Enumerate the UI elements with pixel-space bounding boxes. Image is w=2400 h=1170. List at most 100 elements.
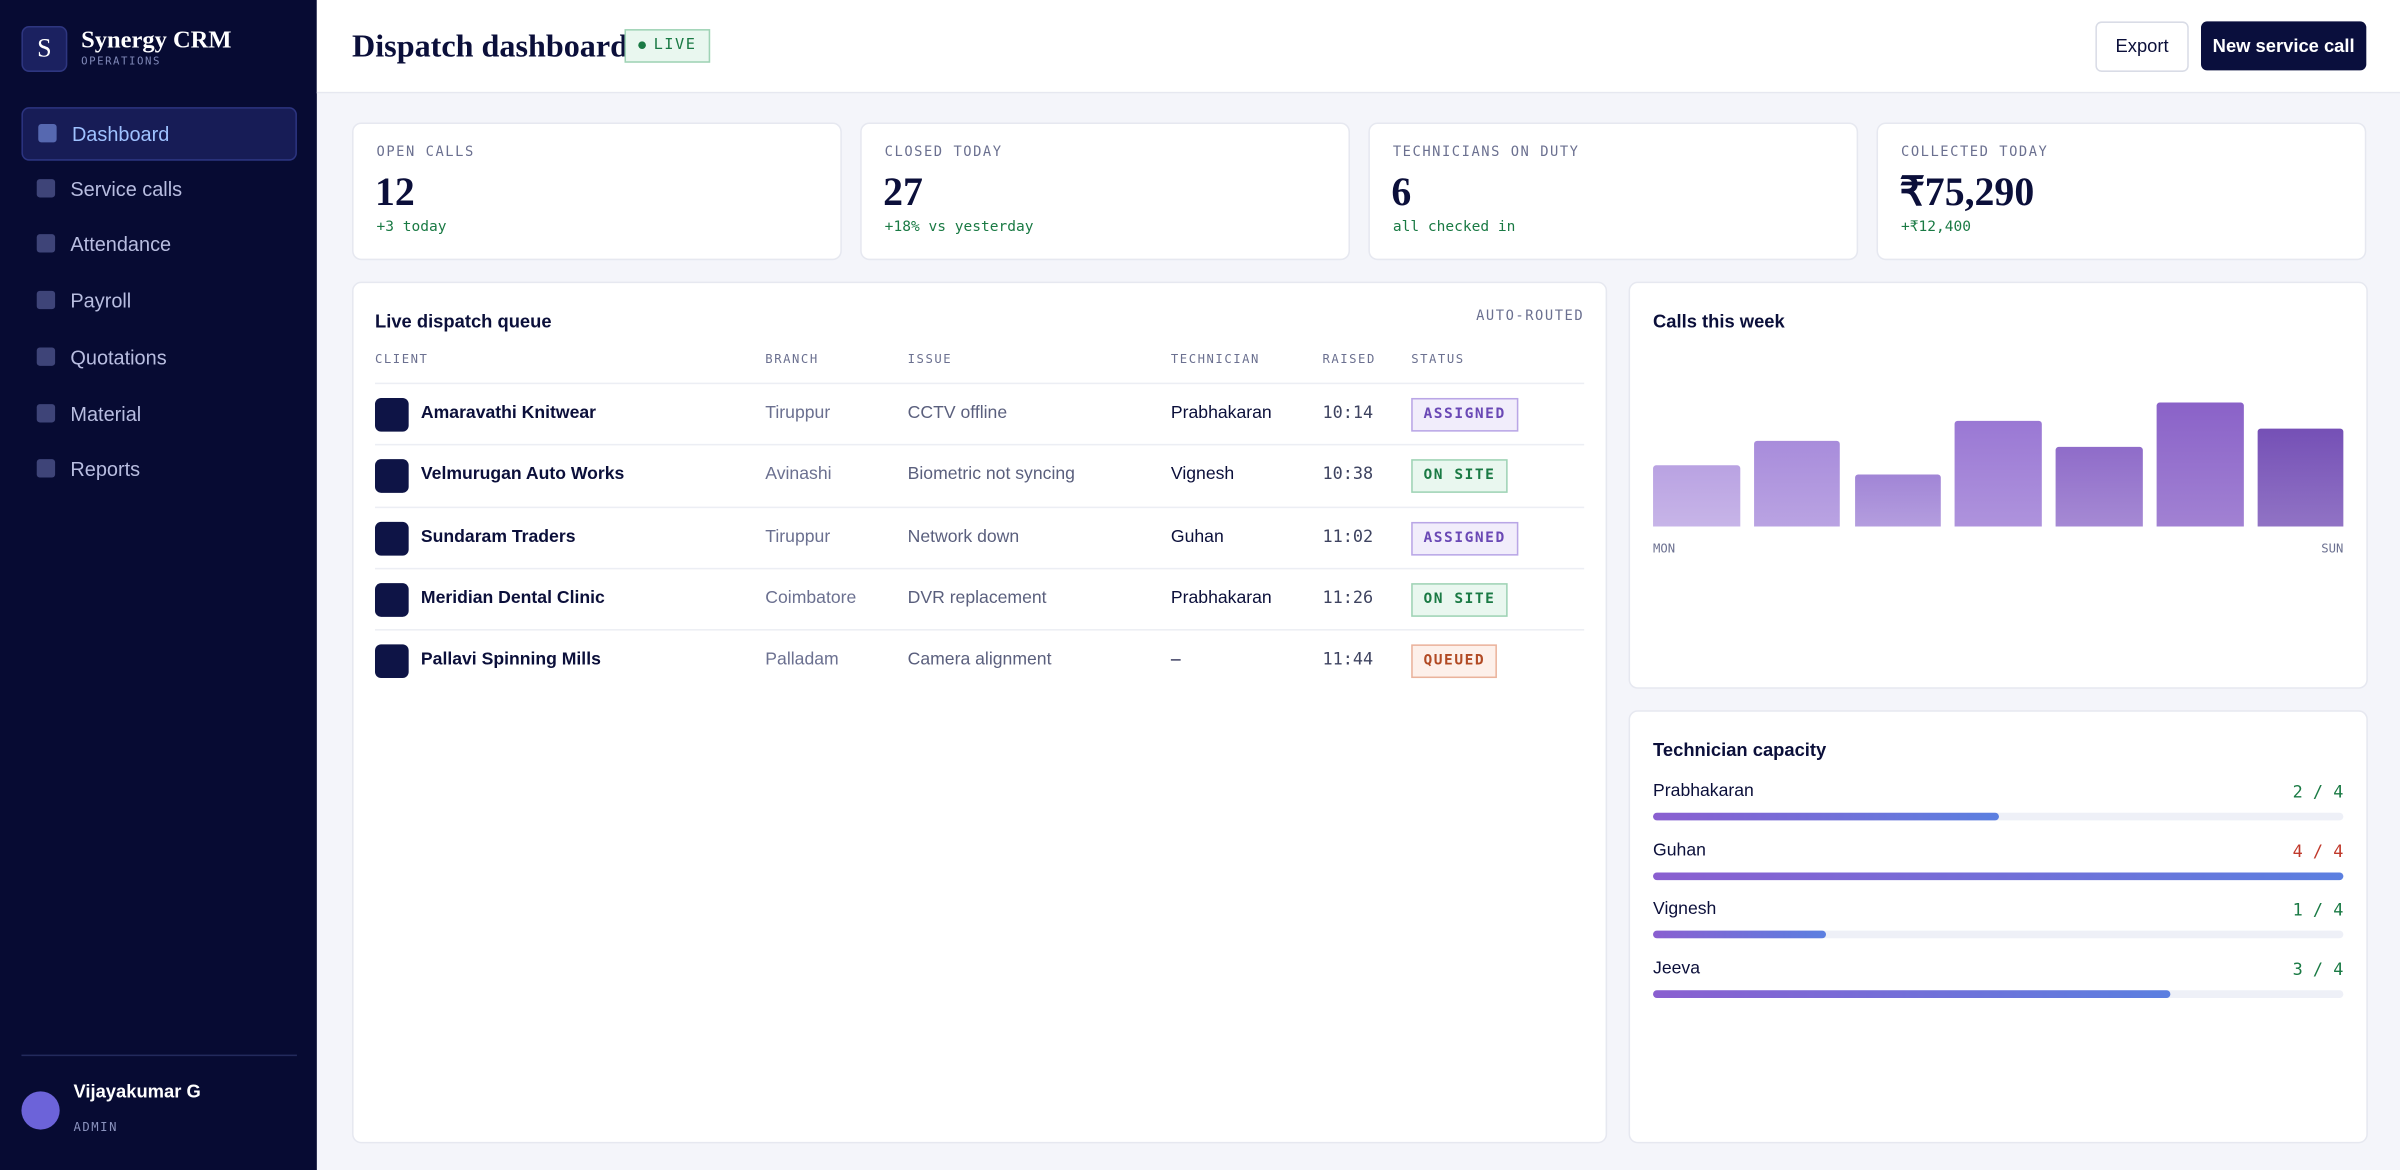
avatar (21, 1091, 60, 1130)
row-divider (374, 506, 1585, 508)
nav-item[interactable]: Payroll (21, 276, 293, 327)
divider (21, 1054, 297, 1057)
chart-panel: Calls this week MON SUN (1628, 281, 2368, 689)
x-tick-label: SUN (2321, 541, 2344, 556)
status-badge: QUEUED (1411, 644, 1498, 679)
branch: Palladam (765, 650, 839, 670)
kpi-card: TECHNICIANS ON DUTY 6 all checked in (1368, 122, 1859, 261)
x-tick-label: MON (1653, 541, 1676, 556)
nav-label: Dashboard (71, 122, 170, 146)
bar (1955, 420, 2042, 527)
issue: CCTV offline (907, 404, 1008, 423)
technician: Prabhakaran (1170, 589, 1272, 608)
nav-label: Reports (70, 457, 141, 481)
client-name: Amaravathi Knitwear (420, 404, 597, 423)
tech-name: Guhan (1653, 841, 1706, 860)
raised-time: 10:38 (1322, 464, 1374, 485)
kpi-value: 6 (1391, 169, 1412, 215)
kpi-delta: all checked in (1392, 218, 1516, 236)
nav-item[interactable]: Material (21, 388, 293, 439)
capacity-label: 3 / 4 (2292, 958, 2344, 979)
column-header: BRANCH (765, 352, 819, 366)
nav-label: Payroll (70, 289, 132, 313)
nav-label: Attendance (70, 233, 172, 257)
status-badge: ASSIGNED (1411, 521, 1518, 555)
branch: Tiruppur (765, 404, 831, 423)
bar (2156, 402, 2244, 527)
bar (1854, 474, 1941, 527)
chart-title: Calls this week (1653, 310, 1785, 333)
brand-subtitle: OPERATIONS (81, 55, 161, 68)
kpi-value: 27 (883, 169, 923, 215)
capacity-fill (1653, 989, 2171, 998)
bar (1753, 440, 1841, 527)
kpi-value: 12 (374, 169, 415, 215)
capacity-title: Technician capacity (1653, 739, 1827, 761)
tech-name: Jeeva (1653, 958, 1701, 978)
capacity-track (1653, 930, 2344, 939)
nav-label: Quotations (70, 345, 167, 369)
nav-item[interactable]: Reports (21, 444, 293, 495)
raised-time: 10:14 (1322, 402, 1374, 423)
client-name: Sundaram Traders (420, 527, 576, 546)
client-icon (374, 521, 409, 555)
technician: Guhan (1170, 527, 1224, 546)
kpi-delta: +18% vs yesterday (884, 218, 1034, 236)
page-title: Dispatch dashboard (352, 27, 629, 65)
capacity-track (1653, 812, 2344, 821)
capacity-fill (1653, 812, 1999, 821)
kpi-value: ₹75,290 (1899, 169, 2035, 215)
live-dot (638, 40, 646, 49)
client-name: Meridian Dental Clinic (420, 589, 605, 608)
tech-name: Vignesh (1653, 899, 1717, 919)
status-badge: ON SITE (1411, 459, 1508, 494)
client-name: Pallavi Spinning Mills (420, 650, 601, 670)
client-icon (374, 397, 409, 432)
nav-icon (36, 403, 56, 422)
nav-item[interactable]: Quotations (21, 332, 293, 383)
export-button[interactable]: Export (2095, 21, 2189, 72)
client-icon (374, 459, 409, 494)
raised-time: 11:44 (1322, 649, 1374, 670)
user-name: Vijayakumar G (73, 1080, 201, 1103)
issue: Network down (907, 527, 1020, 546)
kpi-delta: +₹12,400 (1901, 218, 1972, 236)
nav-label: Service calls (70, 177, 183, 201)
nav-item[interactable]: Dashboard (21, 107, 297, 161)
row-divider (374, 382, 1585, 385)
nav-item[interactable]: Service calls (21, 163, 293, 214)
kpi-label: TECHNICIANS ON DUTY (1392, 145, 1580, 161)
user-role: ADMIN (73, 1120, 118, 1135)
raised-time: 11:02 (1322, 525, 1374, 546)
queue-tag: AUTO-ROUTED (1476, 309, 1585, 325)
raised-time: 11:26 (1322, 587, 1374, 608)
kpi-label: CLOSED TODAY (884, 145, 1003, 161)
nav-icon (36, 459, 56, 478)
column-header: CLIENT (374, 352, 429, 366)
bar (2257, 428, 2344, 527)
issue: Camera alignment (907, 650, 1052, 670)
capacity-panel: Technician capacity Prabhakaran 2 / 4 Guhan… (1628, 710, 2368, 1144)
nav-item[interactable]: Attendance (21, 219, 293, 270)
client-icon (374, 582, 409, 617)
branch: Coimbatore (765, 589, 857, 608)
kpi-card: COLLECTED TODAY ₹75,290 +₹12,400 (1876, 122, 2367, 261)
kpi-card: OPEN CALLS 12 +3 today (352, 122, 842, 261)
issue: Biometric not syncing (907, 465, 1075, 485)
row-divider (374, 567, 1585, 570)
column-header: ISSUE (907, 352, 953, 366)
technician: – (1170, 650, 1181, 670)
branch: Tiruppur (765, 527, 831, 546)
column-header: STATUS (1411, 352, 1465, 366)
status-badge: ASSIGNED (1411, 397, 1518, 432)
new-call-button[interactable]: New service call (2201, 21, 2367, 71)
nav-icon (36, 234, 56, 254)
tech-name: Prabhakaran (1653, 782, 1754, 801)
kpi-label: OPEN CALLS (376, 145, 475, 161)
kpi-delta: +3 today (376, 218, 447, 236)
nav-icon (36, 178, 56, 197)
column-header: TECHNICIAN (1170, 352, 1260, 366)
issue: DVR replacement (907, 589, 1047, 608)
brand-name: Synergy CRM (81, 27, 232, 54)
